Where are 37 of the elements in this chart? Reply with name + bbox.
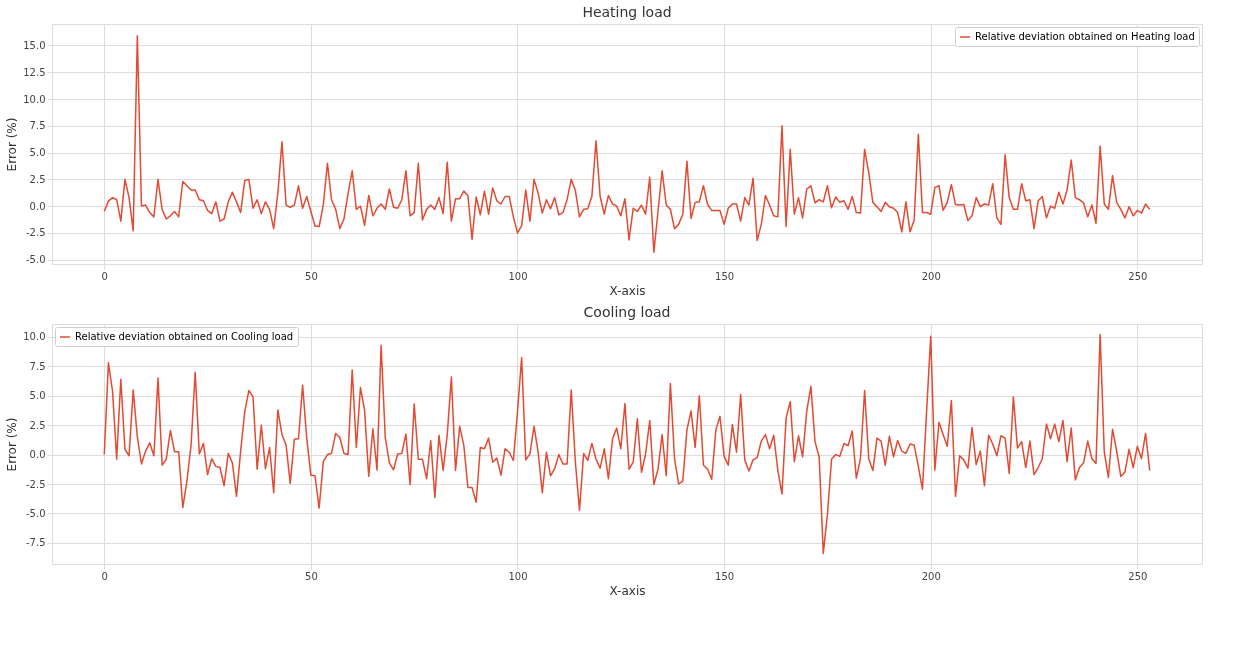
chart-title: Cooling load	[583, 304, 671, 320]
x-tick-label: 50	[305, 570, 318, 582]
x-tick-label: 0	[101, 570, 108, 582]
chart-title: Heating load	[582, 4, 672, 20]
y-axis-title: Error (%)	[5, 117, 20, 172]
x-axis-title: X-axis	[609, 583, 646, 598]
x-tick-label: 250	[1128, 270, 1148, 282]
legend-label: Relative deviation obtained on Heating load	[975, 31, 1195, 42]
y-tick-label: 5.0	[29, 147, 46, 159]
y-tick-label: 0.0	[29, 449, 46, 461]
y-tick-label: -5.0	[25, 254, 46, 266]
x-tick-label: 100	[508, 270, 528, 282]
y-tick-label: 7.5	[29, 120, 46, 132]
x-tick-label: 150	[715, 270, 735, 282]
x-tick-label: 200	[921, 270, 941, 282]
y-tick-label: 15.0	[23, 39, 46, 51]
y-tick-label: -2.5	[25, 478, 46, 490]
y-tick-label: 5.0	[29, 390, 46, 402]
x-tick-label: 0	[101, 270, 108, 282]
y-tick-label: -5.0	[25, 507, 46, 519]
y-tick-label: 0.0	[29, 200, 46, 212]
x-tick-label: 250	[1128, 570, 1148, 582]
y-tick-label: 10.0	[23, 331, 46, 343]
y-tick-label: 12.5	[23, 66, 46, 78]
x-tick-label: 50	[305, 270, 318, 282]
y-tick-label: 7.5	[29, 360, 46, 372]
x-axis-title: X-axis	[609, 283, 646, 298]
y-axis-title: Error (%)	[5, 417, 20, 472]
x-tick-label: 150	[715, 570, 735, 582]
legend-label: Relative deviation obtained on Cooling load	[75, 331, 294, 342]
y-tick-label: 2.5	[29, 173, 46, 185]
x-tick-label: 100	[508, 570, 528, 582]
y-tick-label: -7.5	[25, 537, 46, 549]
y-tick-label: -2.5	[25, 227, 46, 239]
x-tick-label: 200	[921, 570, 941, 582]
y-tick-label: 10.0	[23, 93, 46, 105]
y-tick-label: 2.5	[29, 419, 46, 431]
